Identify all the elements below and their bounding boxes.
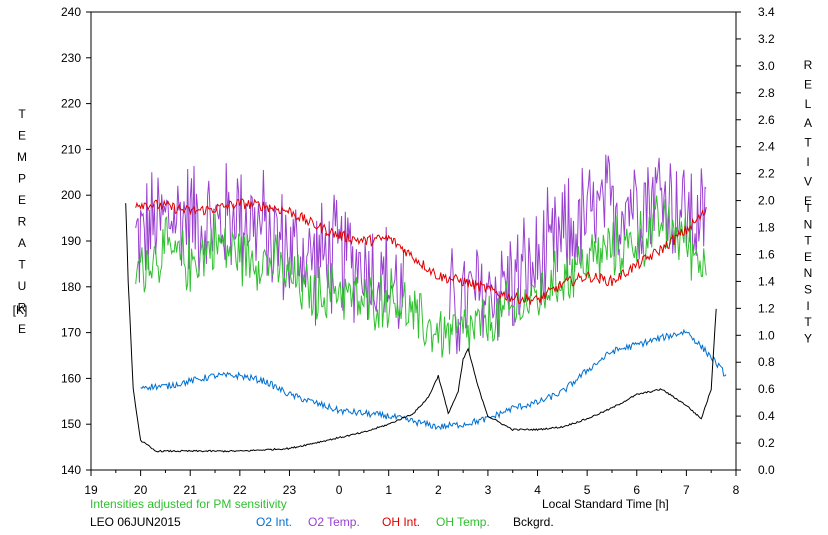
- y-right-label-letter: T: [804, 136, 812, 150]
- y-left-label-letter: A: [18, 236, 26, 250]
- y-left-label-letter: E: [18, 322, 26, 336]
- y-left-label-letter: P: [18, 172, 26, 186]
- y-right-label-letter: I: [806, 201, 809, 215]
- y-right-label-letter: E: [804, 194, 812, 208]
- y-left-label-letter: T: [18, 107, 26, 121]
- y-right-tick-label: 2.6: [758, 113, 775, 127]
- y-right-tick-label: 2.8: [758, 86, 775, 100]
- y-left-label-letter: E: [18, 193, 26, 207]
- x-tick-label: 0: [336, 483, 343, 497]
- x-axis-label: Local Standard Time [h]: [542, 497, 669, 511]
- station-date-label: LEO 06JUN2015: [90, 515, 181, 529]
- y-right-tick-label: 2.2: [758, 167, 775, 181]
- x-tick-label: 3: [485, 483, 492, 497]
- x-tick-label: 8: [733, 483, 740, 497]
- y-right-label-letter: Y: [804, 331, 812, 345]
- y-left-label-letter: U: [18, 279, 27, 293]
- y-right-label-letter: N: [804, 266, 813, 280]
- y-left-label-letter: R: [18, 215, 27, 229]
- y-right-tick-label: 0.6: [758, 382, 775, 396]
- series-line-oh-temp: [135, 195, 707, 358]
- y-right-tick-label: 1.4: [758, 274, 775, 288]
- y-right-tick-label: 0.8: [758, 355, 775, 369]
- y-right-label-letter: I: [806, 155, 809, 169]
- x-tick-label: 2: [435, 483, 442, 497]
- y-right-label-letter: T: [804, 315, 812, 329]
- y-left-label-letter: E: [18, 129, 26, 143]
- y-left-tick-label: 180: [61, 280, 81, 294]
- y-right-tick-label: 0.4: [758, 409, 775, 423]
- x-tick-label: 6: [633, 483, 640, 497]
- y-left-tick-label: 230: [61, 51, 81, 65]
- series-line-bckgrd: [125, 203, 717, 453]
- legend-entry: O2 Int.: [256, 515, 293, 529]
- y-right-label-letter: E: [804, 77, 812, 91]
- series-line-oh-int: [135, 198, 707, 305]
- y-left-tick-label: 170: [61, 326, 81, 340]
- y-right-label-letter: I: [806, 299, 809, 313]
- x-tick-label: 19: [84, 483, 98, 497]
- y-left-tick-label: 160: [61, 371, 81, 385]
- y-right-label-letter: T: [804, 234, 812, 248]
- y-left-tick-label: 220: [61, 97, 81, 111]
- y-left-tick-label: 210: [61, 142, 81, 156]
- x-tick-label: 21: [184, 483, 198, 497]
- legend-entry: O2 Temp.: [308, 515, 360, 529]
- y-right-tick-label: 2.0: [758, 194, 775, 208]
- y-left-label-letter: T: [18, 258, 26, 272]
- y-right-tick-label: 0.2: [758, 436, 775, 450]
- y-right-label-letter: L: [805, 97, 812, 111]
- y-right-label-letter: S: [804, 283, 812, 297]
- x-tick-label: 20: [134, 483, 148, 497]
- y-right-label-letter: E: [804, 250, 812, 264]
- y-left-tick-label: 190: [61, 234, 81, 248]
- legend-entry: Bckgrd.: [513, 515, 554, 529]
- x-tick-label: 7: [683, 483, 690, 497]
- y-right-tick-label: 3.2: [758, 32, 775, 46]
- series-line-o2-temp: [135, 154, 707, 355]
- y-right-tick-label: 2.4: [758, 140, 775, 154]
- y-right-tick-label: 3.4: [758, 5, 775, 19]
- x-tick-label: 4: [534, 483, 541, 497]
- y-left-tick-label: 200: [61, 188, 81, 202]
- y-right-label-letter: N: [804, 217, 813, 231]
- x-tick-label: 22: [233, 483, 247, 497]
- series-line-o2-int: [140, 328, 727, 431]
- chart-note: Intensities adjusted for PM sensitivity: [90, 497, 287, 511]
- legend-entry: OH Int.: [382, 515, 421, 529]
- y-right-label-letter: R: [804, 58, 813, 72]
- y-right-label-letter: V: [804, 174, 812, 188]
- legend-entry: OH Temp.: [436, 515, 490, 529]
- y-right-tick-label: 0.0: [758, 463, 775, 477]
- y-left-label-letter: R: [18, 301, 27, 315]
- y-right-tick-label: 1.0: [758, 328, 775, 342]
- y-right-label-letter: A: [804, 116, 812, 130]
- x-tick-label: 1: [385, 483, 392, 497]
- y-right-tick-label: 1.2: [758, 301, 775, 315]
- y-right-tick-label: 1.6: [758, 247, 775, 261]
- y-right-tick-label: 1.8: [758, 221, 775, 235]
- y-left-tick-label: 240: [61, 5, 81, 19]
- y-left-label-letter: M: [17, 150, 27, 164]
- y-left-tick-label: 150: [61, 417, 81, 431]
- y-left-unit: [K]: [13, 303, 28, 317]
- series-layer: [125, 154, 727, 453]
- ticks-layer: 19 20 21 22 23 0 1 2 3 4 5 6 7 8140150160170180190200…: [61, 5, 775, 497]
- x-tick-label: 5: [584, 483, 591, 497]
- y-right-tick-label: 3.0: [758, 59, 775, 73]
- y-left-tick-label: 140: [61, 463, 81, 477]
- x-tick-label: 23: [283, 483, 297, 497]
